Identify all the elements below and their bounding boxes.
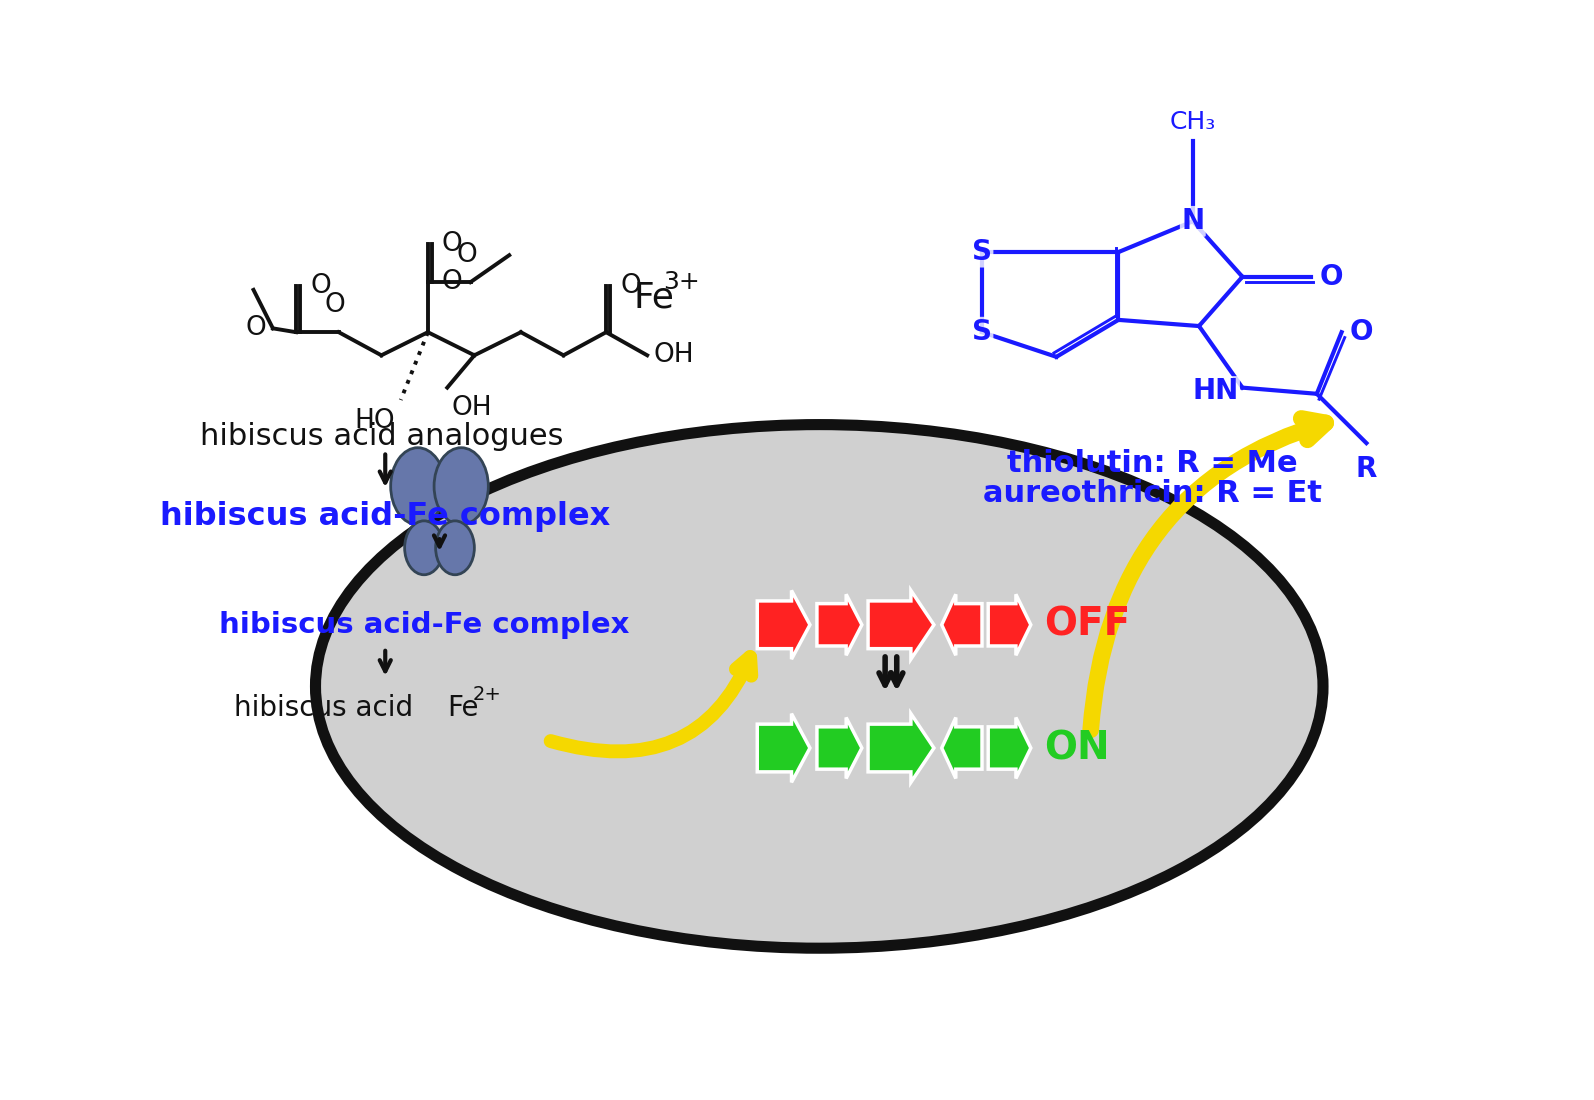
Text: ON: ON	[1044, 729, 1109, 767]
Text: CH₃: CH₃	[1170, 110, 1216, 133]
Text: N: N	[1181, 207, 1205, 235]
Text: HN: HN	[1192, 377, 1239, 406]
Text: O: O	[442, 270, 462, 295]
Text: O: O	[325, 293, 346, 318]
Text: aureothricin: R = Et: aureothricin: R = Et	[983, 480, 1321, 508]
Ellipse shape	[434, 448, 488, 525]
Text: hibiscus acid-Fe complex: hibiscus acid-Fe complex	[159, 502, 611, 532]
Text: O: O	[245, 316, 266, 341]
Ellipse shape	[435, 520, 475, 574]
Text: hibiscus acid: hibiscus acid	[234, 694, 413, 722]
Text: OFF: OFF	[1044, 606, 1130, 643]
Text: O: O	[311, 273, 332, 299]
Polygon shape	[869, 714, 934, 782]
Polygon shape	[869, 591, 934, 659]
FancyArrowPatch shape	[550, 657, 751, 751]
Text: Fe: Fe	[448, 694, 478, 722]
Polygon shape	[988, 594, 1031, 656]
Ellipse shape	[316, 425, 1323, 948]
Text: thiolutin: R = Me: thiolutin: R = Me	[1007, 449, 1298, 477]
Text: hibiscus acid-Fe complex: hibiscus acid-Fe complex	[218, 610, 630, 639]
Polygon shape	[942, 594, 982, 656]
Text: O: O	[442, 231, 462, 256]
Text: S: S	[972, 318, 991, 346]
Ellipse shape	[391, 448, 445, 525]
Polygon shape	[988, 717, 1031, 779]
FancyArrowPatch shape	[1090, 418, 1326, 729]
Text: O: O	[456, 242, 477, 268]
Text: S: S	[972, 238, 991, 266]
Text: O: O	[1350, 318, 1372, 346]
Text: HO: HO	[354, 408, 395, 433]
Text: O: O	[1320, 263, 1344, 290]
Polygon shape	[757, 714, 810, 782]
Text: 2+: 2+	[473, 684, 502, 704]
Text: R: R	[1356, 454, 1377, 483]
Polygon shape	[942, 717, 982, 779]
Text: hibiscus acid analogues: hibiscus acid analogues	[199, 421, 563, 451]
Text: O: O	[620, 273, 641, 299]
Polygon shape	[816, 594, 862, 656]
Text: OH: OH	[451, 395, 493, 421]
Text: OH: OH	[654, 342, 693, 369]
Ellipse shape	[405, 520, 443, 574]
Polygon shape	[757, 591, 810, 659]
Text: 3+: 3+	[663, 271, 700, 294]
Polygon shape	[816, 717, 862, 779]
Text: Fe: Fe	[633, 280, 674, 315]
